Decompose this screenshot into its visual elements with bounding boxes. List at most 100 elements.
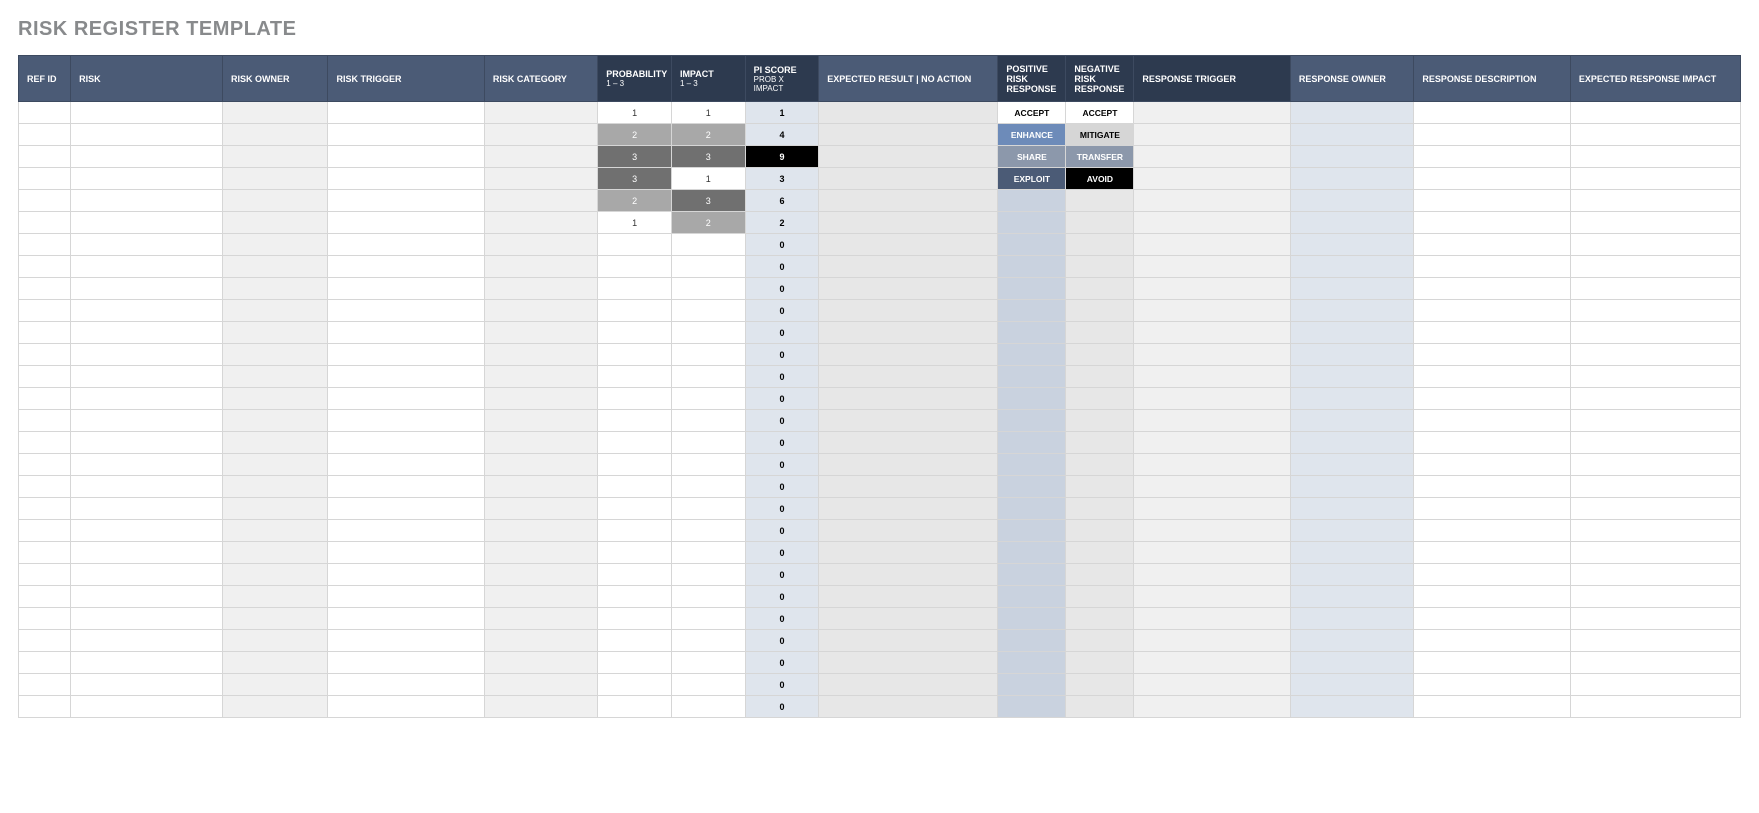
cell-response_owner[interactable] [1290,300,1414,322]
cell-expected_result[interactable] [819,256,998,278]
cell-response_owner[interactable] [1290,564,1414,586]
cell-pos_response[interactable] [998,498,1066,520]
cell-response_owner[interactable] [1290,454,1414,476]
cell-response_trigger[interactable] [1134,454,1290,476]
cell-pos_response[interactable] [998,366,1066,388]
cell-impact[interactable] [671,366,745,388]
cell-risk_trigger[interactable] [328,454,484,476]
cell-risk[interactable] [71,124,223,146]
table-row[interactable]: 0 [19,388,1741,410]
cell-probability[interactable] [598,586,672,608]
cell-probability[interactable] [598,344,672,366]
cell-impact[interactable]: 1 [671,168,745,190]
cell-risk[interactable] [71,102,223,124]
cell-neg_response[interactable] [1066,388,1134,410]
cell-response_owner[interactable] [1290,102,1414,124]
cell-risk_trigger[interactable] [328,322,484,344]
cell-expected_impact[interactable] [1570,234,1740,256]
table-row[interactable]: 0 [19,344,1741,366]
cell-probability[interactable] [598,432,672,454]
cell-pi_score[interactable]: 0 [745,652,819,674]
cell-response_desc[interactable] [1414,278,1570,300]
cell-ref_id[interactable] [19,388,71,410]
cell-risk_owner[interactable] [223,212,328,234]
cell-neg_response[interactable] [1066,652,1134,674]
cell-probability[interactable] [598,608,672,630]
cell-neg_response[interactable] [1066,696,1134,718]
cell-expected_result[interactable] [819,674,998,696]
cell-probability[interactable] [598,388,672,410]
cell-neg_response[interactable] [1066,498,1134,520]
cell-expected_result[interactable] [819,190,998,212]
cell-pos_response[interactable] [998,190,1066,212]
cell-expected_impact[interactable] [1570,498,1740,520]
cell-ref_id[interactable] [19,102,71,124]
cell-expected_impact[interactable] [1570,674,1740,696]
cell-risk_category[interactable] [484,432,597,454]
cell-response_trigger[interactable] [1134,630,1290,652]
cell-risk_owner[interactable] [223,696,328,718]
cell-response_desc[interactable] [1414,146,1570,168]
cell-expected_impact[interactable] [1570,102,1740,124]
cell-risk[interactable] [71,454,223,476]
cell-probability[interactable] [598,696,672,718]
cell-ref_id[interactable] [19,520,71,542]
cell-risk_owner[interactable] [223,564,328,586]
cell-expected_result[interactable] [819,278,998,300]
cell-expected_impact[interactable] [1570,476,1740,498]
cell-risk_owner[interactable] [223,146,328,168]
cell-risk_category[interactable] [484,542,597,564]
cell-neg_response[interactable] [1066,586,1134,608]
cell-neg_response[interactable] [1066,520,1134,542]
cell-response_trigger[interactable] [1134,542,1290,564]
cell-risk_owner[interactable] [223,124,328,146]
table-row[interactable]: 111ACCEPTACCEPT [19,102,1741,124]
cell-pi_score[interactable]: 0 [745,476,819,498]
cell-risk[interactable] [71,212,223,234]
cell-risk[interactable] [71,476,223,498]
cell-impact[interactable] [671,322,745,344]
cell-response_trigger[interactable] [1134,168,1290,190]
cell-expected_result[interactable] [819,234,998,256]
cell-pi_score[interactable]: 0 [745,388,819,410]
cell-pi_score[interactable]: 3 [745,168,819,190]
cell-impact[interactable]: 3 [671,190,745,212]
cell-response_owner[interactable] [1290,278,1414,300]
cell-risk[interactable] [71,542,223,564]
cell-ref_id[interactable] [19,344,71,366]
cell-response_desc[interactable] [1414,454,1570,476]
cell-neg_response[interactable] [1066,564,1134,586]
cell-response_trigger[interactable] [1134,608,1290,630]
cell-ref_id[interactable] [19,212,71,234]
table-row[interactable]: 0 [19,498,1741,520]
cell-expected_impact[interactable] [1570,146,1740,168]
table-row[interactable]: 0 [19,630,1741,652]
cell-response_desc[interactable] [1414,564,1570,586]
cell-expected_result[interactable] [819,212,998,234]
cell-risk_trigger[interactable] [328,476,484,498]
cell-ref_id[interactable] [19,300,71,322]
cell-response_owner[interactable] [1290,190,1414,212]
cell-response_owner[interactable] [1290,322,1414,344]
table-row[interactable]: 0 [19,520,1741,542]
cell-risk_category[interactable] [484,410,597,432]
cell-probability[interactable] [598,256,672,278]
cell-expected_result[interactable] [819,542,998,564]
table-row[interactable]: 0 [19,454,1741,476]
cell-risk[interactable] [71,608,223,630]
cell-pi_score[interactable]: 0 [745,542,819,564]
cell-risk_category[interactable] [484,630,597,652]
cell-probability[interactable] [598,498,672,520]
cell-impact[interactable] [671,542,745,564]
cell-risk[interactable] [71,234,223,256]
cell-impact[interactable] [671,608,745,630]
cell-response_owner[interactable] [1290,168,1414,190]
cell-risk_trigger[interactable] [328,432,484,454]
cell-response_desc[interactable] [1414,300,1570,322]
cell-expected_result[interactable] [819,410,998,432]
cell-probability[interactable]: 3 [598,168,672,190]
cell-expected_impact[interactable] [1570,388,1740,410]
table-row[interactable]: 0 [19,432,1741,454]
cell-risk_owner[interactable] [223,520,328,542]
cell-expected_impact[interactable] [1570,300,1740,322]
